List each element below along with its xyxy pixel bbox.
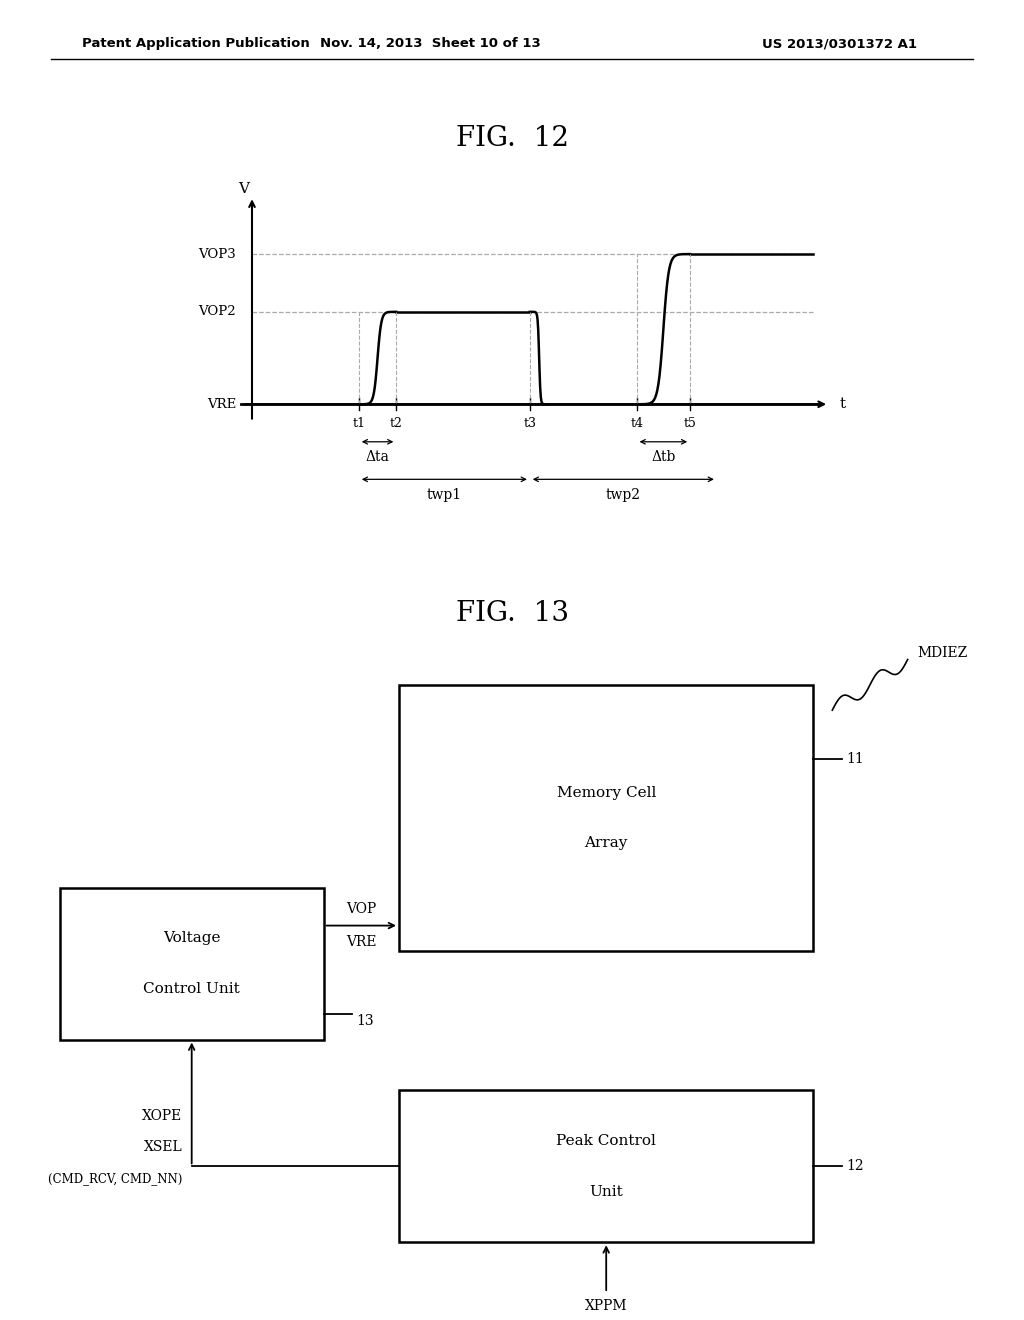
Text: Nov. 14, 2013  Sheet 10 of 13: Nov. 14, 2013 Sheet 10 of 13 (319, 37, 541, 50)
Text: twp2: twp2 (606, 488, 641, 502)
Text: t: t (840, 397, 846, 412)
Text: XOPE: XOPE (142, 1109, 182, 1123)
Text: 11: 11 (847, 752, 864, 767)
Text: t4: t4 (630, 417, 643, 430)
Text: 12: 12 (847, 1159, 864, 1173)
Text: Memory Cell: Memory Cell (556, 785, 656, 800)
Text: VRE: VRE (346, 935, 377, 949)
Text: 13: 13 (356, 1014, 374, 1028)
Text: FIG.  13: FIG. 13 (456, 601, 568, 627)
Bar (399, 685, 813, 950)
Text: t1: t1 (352, 417, 366, 430)
Bar (399, 1090, 813, 1242)
Bar (59, 887, 324, 1040)
Text: t2: t2 (390, 417, 402, 430)
Text: Δta: Δta (366, 450, 389, 465)
Text: XSEL: XSEL (143, 1140, 182, 1155)
Text: XPPM: XPPM (585, 1299, 628, 1313)
Text: MDIEZ: MDIEZ (918, 645, 968, 660)
Text: Array: Array (585, 836, 628, 850)
Text: Δtb: Δtb (651, 450, 676, 465)
Text: Peak Control: Peak Control (556, 1134, 656, 1148)
Text: VOP: VOP (346, 902, 377, 916)
Text: VRE: VRE (207, 397, 236, 411)
Text: VOP3: VOP3 (199, 248, 236, 260)
Text: t3: t3 (523, 417, 537, 430)
Text: twp1: twp1 (427, 488, 462, 502)
Text: VOP2: VOP2 (199, 305, 236, 318)
Text: V: V (239, 182, 250, 197)
Text: Control Unit: Control Unit (143, 982, 240, 997)
Text: t5: t5 (684, 417, 696, 430)
Text: Unit: Unit (590, 1184, 623, 1199)
Text: (CMD_RCV, CMD_NN): (CMD_RCV, CMD_NN) (48, 1172, 182, 1185)
Text: Voltage: Voltage (163, 931, 220, 945)
Text: US 2013/0301372 A1: US 2013/0301372 A1 (762, 37, 918, 50)
Text: FIG.  12: FIG. 12 (456, 125, 568, 152)
Text: Patent Application Publication: Patent Application Publication (82, 37, 309, 50)
